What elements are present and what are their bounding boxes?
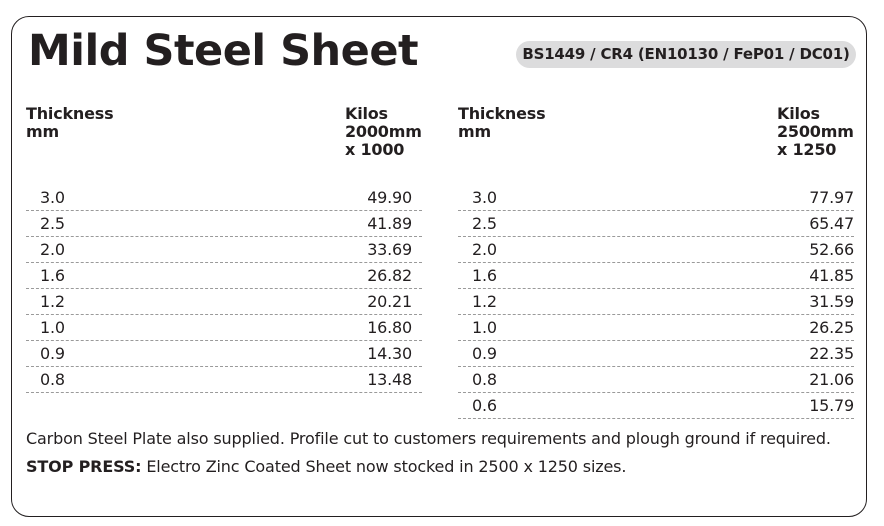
table-row: 1.6 26.82 (26, 263, 422, 289)
table-header: Thickness mm Kilos 2500mm x 1250 (458, 105, 854, 185)
table-header: Thickness mm Kilos 2000mm x 1000 (26, 105, 422, 185)
table-row: 1.2 31.59 (458, 289, 854, 315)
thickness-cell: 1.2 (472, 292, 497, 311)
kilos-cell: 16.80 (367, 318, 412, 337)
thickness-cell: 0.8 (40, 370, 65, 389)
table-row: 1.2 20.21 (26, 289, 422, 315)
thickness-cell: 0.9 (40, 344, 65, 363)
kilos-cell: 15.79 (809, 396, 854, 415)
table-row: 2.0 52.66 (458, 237, 854, 263)
table-row: 0.8 13.48 (26, 367, 422, 393)
table-body: 3.0 49.90 2.5 41.89 2.0 33.69 1.6 26.82 1.2 20.21… (26, 185, 422, 393)
kilos-cell: 20.21 (367, 292, 412, 311)
thickness-cell: 1.6 (40, 266, 65, 285)
table-row: 2.5 65.47 (458, 211, 854, 237)
thickness-cell: 1.6 (472, 266, 497, 285)
thickness-cell: 2.0 (40, 240, 65, 259)
thickness-cell: 0.8 (472, 370, 497, 389)
stop-press-note: STOP PRESS: Electro Zinc Coated Sheet no… (26, 453, 846, 481)
stop-press-label: STOP PRESS: (26, 457, 142, 476)
table-row: 3.0 49.90 (26, 185, 422, 211)
kilos-column-header: Kilos 2000mm x 1000 (345, 104, 422, 159)
thickness-cell: 2.5 (40, 214, 65, 233)
kilos-cell: 21.06 (809, 370, 854, 389)
kilos-cell: 13.48 (367, 370, 412, 389)
kilos-cell: 49.90 (367, 188, 412, 207)
kilos-cell: 31.59 (809, 292, 854, 311)
kilos-cell: 65.47 (809, 214, 854, 233)
thickness-cell: 3.0 (472, 188, 497, 207)
table-row: 2.0 33.69 (26, 237, 422, 263)
thickness-cell: 1.0 (40, 318, 65, 337)
kilos-cell: 26.82 (367, 266, 412, 285)
table-row: 1.0 26.25 (458, 315, 854, 341)
kilos-cell: 26.25 (809, 318, 854, 337)
weight-table-2000x1000: Thickness mm Kilos 2000mm x 1000 3.0 49.9… (26, 105, 422, 393)
thickness-cell: 0.9 (472, 344, 497, 363)
table-row: 0.9 14.30 (26, 341, 422, 367)
table-row: 0.6 15.79 (458, 393, 854, 419)
table-row: 2.5 41.89 (26, 211, 422, 237)
weight-table-2500x1250: Thickness mm Kilos 2500mm x 1250 3.0 77.9… (458, 105, 854, 419)
kilos-cell: 22.35 (809, 344, 854, 363)
kilos-cell: 14.30 (367, 344, 412, 363)
kilos-column-header: Kilos 2500mm x 1250 (777, 104, 854, 159)
thickness-cell: 0.6 (472, 396, 497, 415)
thickness-cell: 1.2 (40, 292, 65, 311)
stop-press-text: Electro Zinc Coated Sheet now stocked in… (141, 457, 627, 476)
thickness-cell: 3.0 (40, 188, 65, 207)
kilos-cell: 52.66 (809, 240, 854, 259)
table-row: 0.8 21.06 (458, 367, 854, 393)
table-row: 1.0 16.80 (26, 315, 422, 341)
notes-section: Carbon Steel Plate also supplied. Profil… (26, 425, 846, 481)
kilos-cell: 41.85 (809, 266, 854, 285)
thickness-column-header: Thickness mm (26, 104, 114, 141)
table-row: 3.0 77.97 (458, 185, 854, 211)
table-row: 1.6 41.85 (458, 263, 854, 289)
thickness-cell: 1.0 (472, 318, 497, 337)
carbon-plate-note: Carbon Steel Plate also supplied. Profil… (26, 429, 831, 448)
kilos-cell: 77.97 (809, 188, 854, 207)
thickness-cell: 2.5 (472, 214, 497, 233)
thickness-column-header: Thickness mm (458, 104, 546, 141)
page-title: Mild Steel Sheet (28, 26, 419, 76)
table-body: 3.0 77.97 2.5 65.47 2.0 52.66 1.6 41.85 1.2 31.59… (458, 185, 854, 419)
product-card: Mild Steel Sheet BS1449 / CR4 (EN10130 /… (11, 16, 867, 517)
table-row: 0.9 22.35 (458, 341, 854, 367)
thickness-cell: 2.0 (472, 240, 497, 259)
kilos-cell: 33.69 (367, 240, 412, 259)
kilos-cell: 41.89 (367, 214, 412, 233)
spec-badge: BS1449 / CR4 (EN10130 / FeP01 / DC01) (516, 41, 856, 68)
